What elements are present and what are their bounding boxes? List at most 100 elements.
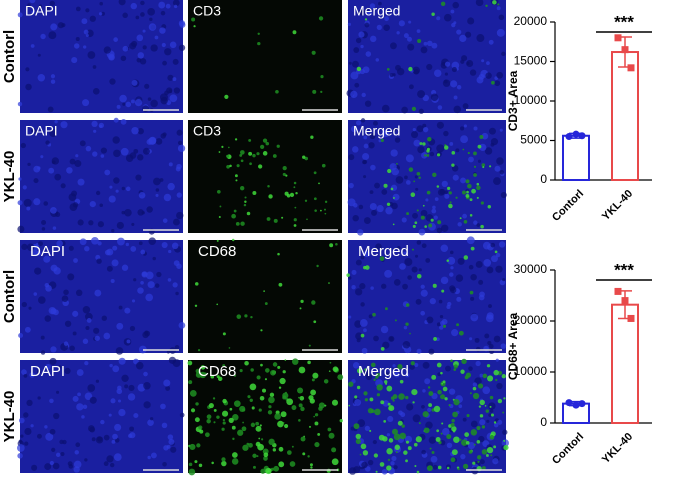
nucleus [463, 124, 467, 128]
signal [482, 373, 488, 379]
nucleus [493, 177, 501, 186]
data-point [565, 399, 573, 407]
nucleus [83, 45, 87, 49]
signal [415, 436, 422, 443]
nucleus [369, 190, 374, 195]
nucleus [369, 202, 377, 210]
signal [222, 332, 226, 336]
signal [268, 396, 275, 404]
nucleus [365, 8, 369, 12]
panel-label: Merged [358, 363, 409, 380]
signal [459, 217, 462, 220]
nucleus [420, 46, 428, 54]
nucleus [496, 28, 505, 37]
nucleus [354, 320, 362, 328]
signal [411, 388, 418, 396]
nucleus [361, 347, 368, 354]
nucleus [368, 314, 373, 319]
y-tick-label: 20000 [514, 313, 548, 327]
nucleus [405, 154, 414, 163]
panel-label: DAPI [30, 363, 65, 380]
signal [388, 405, 395, 412]
nucleus [50, 206, 57, 214]
signal [311, 300, 316, 305]
signal [412, 401, 415, 404]
signal [370, 362, 376, 368]
signal [437, 465, 442, 470]
signal [242, 421, 244, 424]
signal [465, 440, 470, 445]
nucleus [37, 296, 46, 304]
nucleus [176, 211, 184, 220]
nucleus [147, 455, 151, 460]
nucleus [59, 439, 64, 445]
nucleus [21, 369, 27, 375]
nucleus [45, 140, 50, 145]
signal [289, 192, 295, 197]
nucleus [98, 12, 103, 16]
nucleus [34, 267, 42, 275]
nucleus [439, 314, 444, 319]
signal [189, 389, 197, 397]
signal [457, 467, 460, 471]
nucleus [111, 259, 119, 267]
signal [216, 415, 220, 419]
signal [329, 361, 332, 364]
nucleus [413, 139, 421, 147]
signal [221, 145, 224, 148]
nucleus [142, 147, 150, 155]
nucleus [354, 82, 360, 88]
nucleus [109, 462, 115, 468]
nucleus [47, 106, 54, 113]
nucleus [457, 257, 465, 265]
nucleus [422, 126, 429, 133]
signal [386, 67, 390, 71]
nucleus [17, 101, 23, 107]
nucleus [358, 204, 364, 210]
nucleus [17, 225, 25, 233]
signal [231, 425, 236, 430]
signal [298, 419, 301, 422]
signal [450, 422, 455, 427]
nucleus [49, 0, 55, 7]
nucleus [133, 412, 139, 419]
signal [375, 470, 378, 473]
signal [256, 152, 260, 156]
nucleus [48, 31, 57, 40]
nucleus [41, 220, 47, 226]
nucleus [433, 69, 442, 77]
signal [276, 144, 280, 148]
nucleus [363, 135, 368, 140]
nucleus [113, 149, 121, 158]
nucleus [108, 413, 112, 417]
nucleus [401, 106, 408, 114]
nucleus [161, 422, 168, 429]
image-bg [188, 0, 342, 113]
nucleus [472, 382, 478, 387]
nucleus [470, 296, 475, 301]
signal [187, 360, 193, 366]
nucleus [36, 369, 42, 374]
signal [369, 397, 374, 402]
nucleus [365, 51, 372, 57]
nucleus [64, 320, 72, 327]
signal [477, 460, 480, 463]
nucleus [451, 329, 459, 337]
data-point [572, 401, 580, 409]
nucleus [68, 245, 74, 251]
signal [441, 382, 444, 385]
nucleus [118, 357, 126, 365]
signal [229, 407, 233, 411]
nucleus [355, 37, 362, 44]
signal [444, 145, 449, 150]
signal [321, 163, 326, 168]
signal [440, 432, 443, 435]
nucleus [103, 434, 110, 441]
signal [346, 273, 351, 277]
nucleus [420, 289, 428, 297]
nucleus [392, 73, 396, 77]
signal [300, 299, 304, 303]
signal [462, 148, 465, 151]
signal [292, 358, 299, 365]
signal [469, 214, 473, 217]
